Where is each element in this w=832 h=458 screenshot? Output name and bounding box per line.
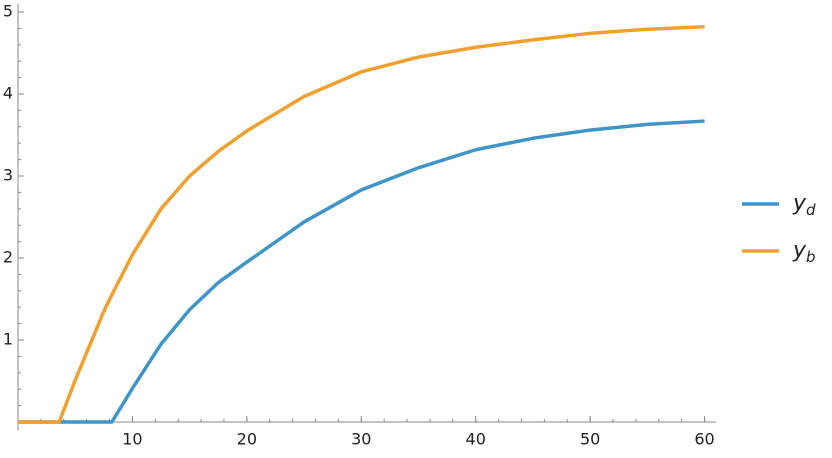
y-tick-label: 3: [3, 166, 13, 185]
x-tick-label: 20: [237, 430, 257, 449]
x-tick-label: 10: [122, 430, 142, 449]
x-tick-label: 60: [694, 430, 714, 449]
series-line: [18, 25, 705, 424]
legend-label: yd: [792, 191, 816, 219]
y-tick-label: 5: [3, 2, 13, 21]
series-line: [18, 119, 705, 424]
y-tick-label: 1: [3, 330, 13, 349]
x-tick-label: 40: [466, 430, 486, 449]
x-tick-label: 50: [580, 430, 600, 449]
x-tick-label: 30: [351, 430, 371, 449]
y-tick-label: 4: [3, 84, 13, 103]
legend-label: yb: [792, 238, 816, 266]
y-tick-label: 2: [3, 248, 13, 267]
